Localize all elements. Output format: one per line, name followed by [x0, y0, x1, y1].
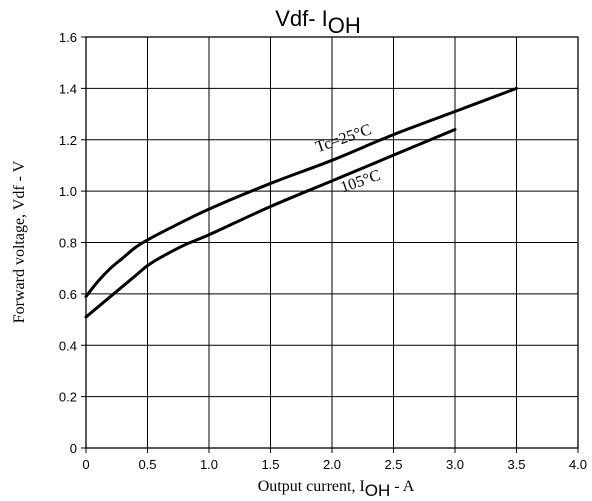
y-tick-label: 0.4 [59, 338, 77, 353]
x-axis-label-suffix: - A [390, 478, 414, 495]
plot-frame [85, 36, 579, 449]
x-axis-label-main: Output current, I [258, 478, 365, 495]
y-tick-label: 1.4 [59, 81, 77, 96]
chart-title: Vdf- IOH [275, 6, 361, 38]
y-tick-label: 1.2 [59, 133, 77, 148]
x-tick-label: 2.5 [384, 457, 402, 472]
y-axis-label: Forward voltage, Vdf - V [11, 160, 28, 323]
series-label-105c: 105°C [338, 167, 382, 196]
y-tick-label: 0.8 [59, 236, 77, 251]
chart-title-main: Vdf- I [275, 6, 328, 31]
x-tick-label: 2.0 [323, 457, 341, 472]
y-tick-label: 0.6 [59, 287, 77, 302]
x-tick-label: 0 [82, 457, 89, 472]
x-tick-label: 4.0 [569, 457, 587, 472]
x-tick-label: 0.5 [138, 457, 156, 472]
series-line-105c [84, 127, 457, 319]
y-tick-label: 1.6 [59, 30, 77, 45]
y-tick-label: 0.2 [59, 390, 77, 405]
series-label-tc25: Tc=25°C [313, 121, 373, 156]
x-tick-label: 3.0 [446, 457, 464, 472]
y-tick-labels: 0 0.2 0.4 0.6 0.8 1.0 1.2 1.4 1.6 [59, 30, 77, 456]
x-axis-label-subscript: OH [365, 481, 391, 500]
x-tick-label: 1.0 [200, 457, 218, 472]
x-tick-label: 3.5 [507, 457, 525, 472]
grid-lines [81, 36, 579, 453]
x-axis-label: Output current, IOH - A [258, 478, 415, 500]
x-tick-label: 1.5 [261, 457, 279, 472]
y-tick-label: 0 [70, 441, 77, 456]
series-lines [84, 86, 518, 319]
series-line-tc25 [84, 86, 518, 298]
chart-title-subscript: OH [328, 13, 361, 38]
x-tick-labels: 0 0.5 1.0 1.5 2.0 2.5 3.0 3.5 4.0 [82, 457, 587, 472]
y-tick-label: 1.0 [59, 184, 77, 199]
